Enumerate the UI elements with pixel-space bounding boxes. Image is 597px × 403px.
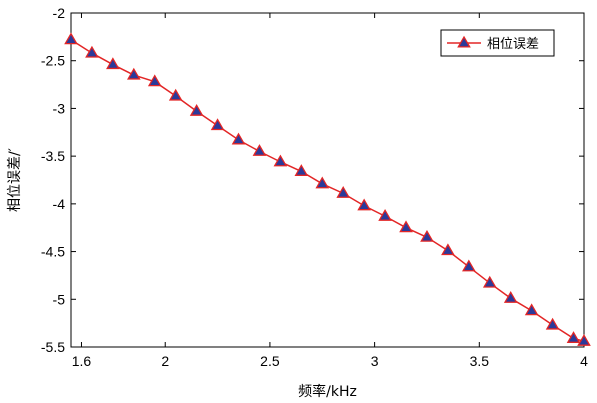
y-tick-label: -3.5 [41,148,65,164]
y-axis-label: 相位误差/′ [7,148,23,212]
x-tick-label: 1.6 [72,353,92,369]
x-tick-label: 2.5 [260,353,280,369]
series-layer [65,34,589,345]
x-tick-label: 3.5 [470,353,490,369]
y-tick-label: -3 [53,100,66,116]
plot-area [71,13,584,347]
data-point [275,156,286,166]
data-point [379,210,390,220]
data-point [317,178,328,188]
legend-label: 相位误差 [487,37,539,52]
series-line [71,40,584,342]
data-point [170,90,181,100]
data-point [65,34,76,44]
y-tick-label: -5.5 [41,339,65,355]
x-tick-label: 4 [580,353,588,369]
x-tick-label: 2 [161,353,169,369]
data-point [212,120,223,130]
data-point [358,200,369,210]
y-tick-label: -4 [53,196,66,212]
y-tick-label: -2.5 [41,53,65,69]
y-tick-label: -5 [53,291,66,307]
data-point [107,59,118,69]
y-tick-label: -4.5 [41,244,65,260]
data-point [568,332,579,342]
x-axis-label: 频率/kHz [298,383,357,400]
data-point [86,47,97,57]
data-point [400,222,411,232]
legend: 相位误差 [441,30,554,56]
plot-frame [71,13,584,347]
data-point [505,292,516,302]
data-point [128,69,139,79]
data-point [547,319,558,329]
data-point [233,134,244,144]
x-tick-label: 3 [371,353,379,369]
y-tick-label: -2 [53,5,66,21]
data-point [191,105,202,115]
data-point [484,277,495,287]
data-point [463,261,474,271]
axis-ticks: 1.6 2 2.5 3 3.5 4 -2 -2.5 -3 -3.5 -4 -4.5 -5 -5.5 [41,5,588,369]
data-point [254,145,265,155]
data-point [442,245,453,255]
data-point [526,305,537,315]
